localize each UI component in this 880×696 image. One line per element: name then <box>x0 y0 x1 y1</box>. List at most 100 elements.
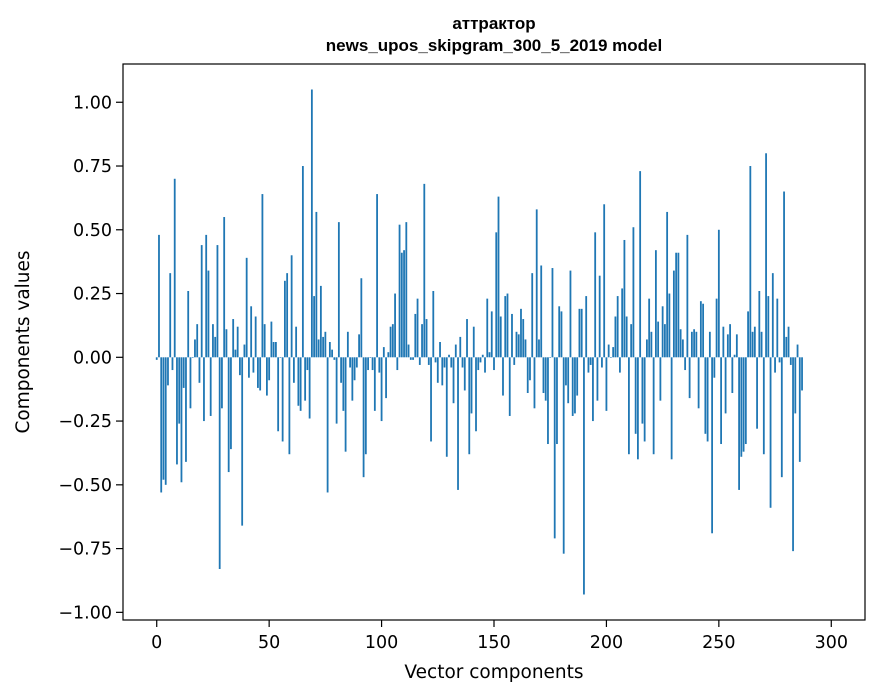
bar-56 <box>281 357 284 442</box>
bar-90 <box>358 334 360 358</box>
bar-62 <box>295 326 298 358</box>
bar-253 <box>724 357 727 414</box>
bar-220 <box>650 331 653 358</box>
bar-44 <box>254 316 257 358</box>
bar-2 <box>160 357 163 493</box>
bar-239 <box>693 329 696 358</box>
bar-160 <box>515 331 518 358</box>
bar-29 <box>221 357 223 409</box>
bar-241 <box>697 357 700 409</box>
bar-245 <box>706 357 709 442</box>
bar-171 <box>540 265 543 358</box>
bar-167 <box>531 273 534 358</box>
bar-181 <box>562 357 565 554</box>
bar-206 <box>619 357 621 373</box>
bar-102 <box>385 357 387 399</box>
bar-154 <box>502 357 504 396</box>
bar-8 <box>173 178 176 358</box>
bar-187 <box>576 357 579 396</box>
bar-67 <box>306 357 309 371</box>
bar-110 <box>403 250 405 358</box>
bar-109 <box>400 252 403 358</box>
bar-33 <box>230 357 232 450</box>
bar-271 <box>765 153 767 358</box>
bar-106 <box>394 293 396 358</box>
bar-28 <box>218 357 221 569</box>
bar-14 <box>187 290 190 358</box>
bar-227 <box>666 211 669 358</box>
y-tick-label: −0.25 <box>58 412 112 432</box>
bar-1 <box>158 234 160 358</box>
bar-88 <box>353 357 356 381</box>
bar-47 <box>261 194 264 358</box>
y-tick-label: 0.50 <box>73 221 112 241</box>
bar-134 <box>457 357 459 490</box>
bar-121 <box>427 357 430 365</box>
bar-52 <box>272 342 275 358</box>
bar-198 <box>601 357 603 368</box>
bar-180 <box>560 311 563 358</box>
bar-57 <box>283 280 286 358</box>
chart-subtitle: news_upos_skipgram_300_5_2019 model <box>326 36 662 55</box>
bar-125 <box>436 357 439 383</box>
bar-18 <box>196 324 199 358</box>
bar-250 <box>717 229 720 358</box>
bar-37 <box>239 357 241 376</box>
bar-87 <box>351 357 354 401</box>
y-axis-label: Components values <box>13 250 34 433</box>
bar-19 <box>198 357 201 383</box>
bar-112 <box>407 344 410 358</box>
bar-73 <box>319 285 322 358</box>
bar-169 <box>535 209 538 358</box>
bar-222 <box>654 250 657 358</box>
bar-39 <box>243 344 246 358</box>
bar-221 <box>652 357 655 455</box>
bar-78 <box>331 349 334 358</box>
bar-48 <box>263 324 266 358</box>
bar-147 <box>486 298 489 358</box>
bar-166 <box>529 357 531 381</box>
bar-129 <box>445 357 448 457</box>
bar-214 <box>637 357 639 460</box>
bar-183 <box>567 357 570 404</box>
bar-143 <box>477 357 480 371</box>
bar-232 <box>677 252 680 358</box>
x-tick-label: 50 <box>258 633 280 653</box>
bar-83 <box>342 357 345 411</box>
bar-120 <box>425 319 428 358</box>
bar-208 <box>623 239 626 358</box>
bar-128 <box>443 357 446 368</box>
bar-80 <box>335 357 338 424</box>
bar-274 <box>771 273 774 358</box>
bar-209 <box>625 316 628 358</box>
bar-49 <box>266 357 268 396</box>
bar-195 <box>594 232 597 358</box>
bar-55 <box>279 357 282 358</box>
bar-146 <box>484 357 486 373</box>
bar-205 <box>616 296 619 358</box>
bar-234 <box>681 339 684 358</box>
bar-269 <box>760 331 763 358</box>
bar-116 <box>416 298 419 358</box>
bar-243 <box>702 303 705 358</box>
bar-30 <box>223 217 226 358</box>
bar-36 <box>236 326 239 358</box>
bar-61 <box>292 357 295 383</box>
bar-185 <box>571 357 574 416</box>
y-tick-label: 1.00 <box>73 93 112 113</box>
bar-199 <box>603 204 606 358</box>
y-tick-label: −0.50 <box>58 476 112 496</box>
bar-144 <box>479 357 482 363</box>
bar-284 <box>794 357 797 414</box>
bar-131 <box>450 357 453 368</box>
bar-126 <box>439 342 441 358</box>
bar-92 <box>362 357 365 478</box>
bar-203 <box>612 347 615 358</box>
bar-193 <box>589 357 592 365</box>
bar-282 <box>789 357 792 365</box>
bar-178 <box>556 357 558 445</box>
bar-86 <box>349 357 351 368</box>
bar-188 <box>578 308 581 358</box>
bar-226 <box>663 324 666 358</box>
bar-267 <box>756 357 758 429</box>
